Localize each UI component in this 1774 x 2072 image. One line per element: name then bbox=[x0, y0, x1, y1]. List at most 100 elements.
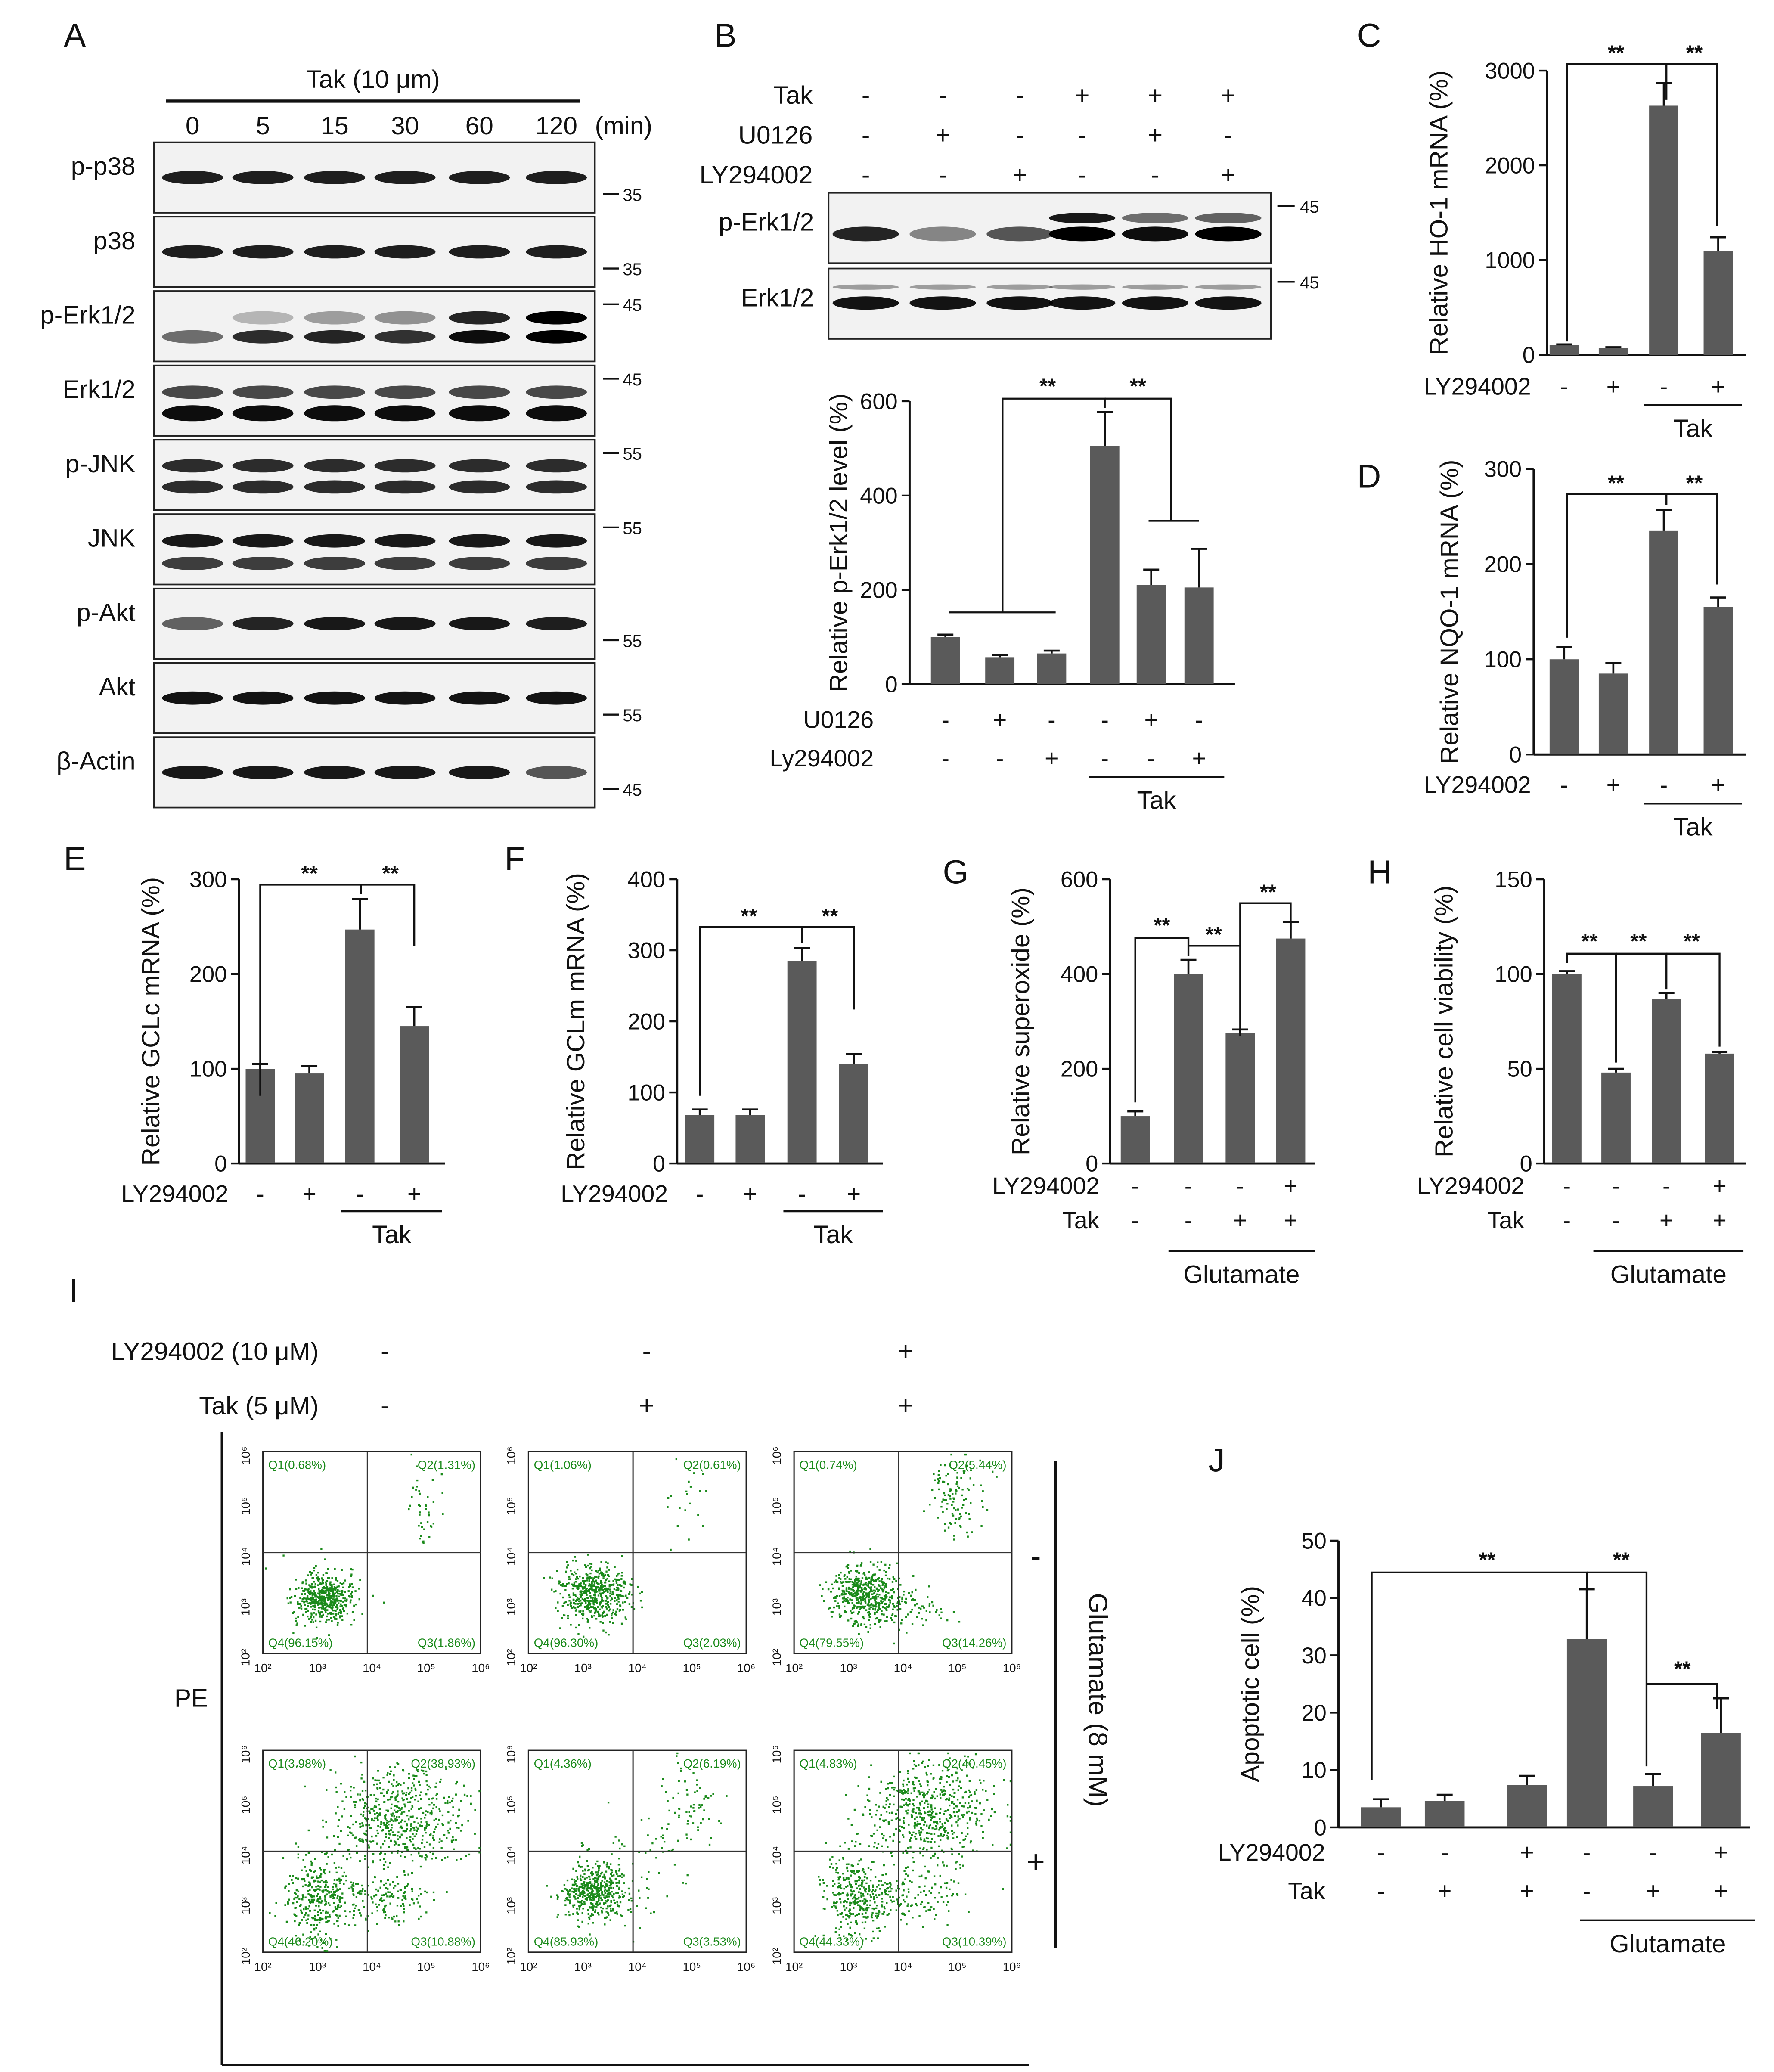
flow-dot bbox=[334, 1771, 337, 1774]
condition-sign: + bbox=[1284, 1172, 1297, 1199]
flow-dot bbox=[319, 1867, 321, 1869]
flow-dot bbox=[447, 1830, 449, 1832]
flow-dot bbox=[404, 1846, 406, 1848]
flow-dot bbox=[850, 1895, 852, 1897]
flow-dot bbox=[948, 1797, 951, 1799]
flow-dot bbox=[846, 1877, 848, 1879]
flow-dot bbox=[385, 1836, 387, 1838]
flow-dot bbox=[947, 1473, 949, 1475]
flow-dot bbox=[411, 1796, 414, 1798]
flow-dot bbox=[899, 1841, 901, 1843]
flow-dot bbox=[405, 1830, 407, 1832]
blot-band bbox=[986, 296, 1053, 310]
flow-dot bbox=[916, 1796, 918, 1798]
flow-dot bbox=[924, 1906, 926, 1908]
flow-dot bbox=[886, 1887, 888, 1890]
flow-dot bbox=[896, 1898, 898, 1901]
flow-dot bbox=[302, 1896, 304, 1898]
flow-dot bbox=[840, 1582, 843, 1584]
flow-dot bbox=[604, 1897, 606, 1899]
flow-x-tick-label: 10⁵ bbox=[682, 1661, 701, 1675]
flow-dot bbox=[603, 1889, 606, 1892]
flow-dot bbox=[354, 1806, 357, 1808]
flow-dot bbox=[609, 1595, 611, 1597]
flow-dot bbox=[292, 1612, 294, 1614]
flow-dot bbox=[907, 1866, 909, 1868]
flow-dot bbox=[930, 1857, 932, 1859]
flow-dot bbox=[589, 1606, 592, 1608]
flow-dot bbox=[708, 1818, 710, 1820]
flow-dot bbox=[849, 1883, 851, 1886]
flow-dot bbox=[675, 1458, 678, 1461]
flow-dot bbox=[336, 1608, 338, 1610]
flow-dot bbox=[317, 1911, 319, 1913]
flow-dot bbox=[882, 1589, 885, 1591]
flow-dot bbox=[319, 1875, 322, 1877]
flow-dot bbox=[940, 1789, 943, 1791]
flow-dot bbox=[853, 1903, 856, 1905]
flow-y-tick-label: 10⁴ bbox=[505, 1547, 518, 1566]
flow-dot bbox=[848, 1578, 850, 1580]
bar bbox=[1633, 1786, 1673, 1827]
flow-dot bbox=[324, 1610, 327, 1613]
flow-dot bbox=[588, 1602, 590, 1604]
flow-dot bbox=[976, 1799, 978, 1802]
flow-dot bbox=[931, 1797, 933, 1799]
flow-dot bbox=[588, 1607, 590, 1609]
flow-dot bbox=[566, 1897, 568, 1899]
flow-dot bbox=[919, 1852, 921, 1855]
flow-dot bbox=[930, 1814, 933, 1816]
flow-dot bbox=[956, 1799, 959, 1801]
flow-dot bbox=[323, 1871, 325, 1873]
flow-dot bbox=[299, 1603, 302, 1605]
blot-band bbox=[1195, 226, 1262, 242]
flow-dot bbox=[575, 1595, 577, 1597]
flow-dot bbox=[915, 1823, 917, 1825]
flow-dot bbox=[581, 1912, 583, 1914]
flow-dot bbox=[927, 1791, 929, 1793]
flow-dot bbox=[583, 1901, 585, 1903]
flow-dot bbox=[887, 1823, 890, 1825]
flow-dot bbox=[592, 1890, 594, 1892]
panel-letter-d: D bbox=[1357, 458, 1381, 495]
flow-dot bbox=[321, 1580, 324, 1582]
flow-dot bbox=[372, 1901, 374, 1904]
flow-dot bbox=[575, 1585, 577, 1588]
flow-dot bbox=[889, 1895, 891, 1898]
blot-panel bbox=[153, 439, 596, 511]
flow-dot bbox=[391, 1815, 393, 1817]
flow-dot bbox=[592, 1580, 594, 1583]
flow-dot bbox=[405, 1794, 407, 1796]
flow-dot bbox=[310, 1862, 313, 1864]
flow-dot bbox=[352, 1917, 354, 1919]
flow-dot bbox=[328, 1870, 331, 1873]
flow-dot bbox=[333, 1902, 335, 1904]
flow-dot bbox=[387, 1789, 389, 1791]
flow-dot bbox=[685, 1811, 688, 1813]
blot-band bbox=[449, 385, 510, 399]
flow-dot bbox=[599, 1894, 602, 1897]
flow-dot bbox=[362, 1815, 364, 1817]
flow-dot bbox=[606, 1889, 608, 1892]
flow-dot bbox=[882, 1591, 884, 1593]
flow-dot bbox=[372, 1860, 374, 1862]
flow-dot bbox=[408, 1508, 410, 1511]
flow-dot bbox=[841, 1597, 844, 1600]
flow-dot bbox=[923, 1796, 925, 1799]
flow-dot bbox=[610, 1869, 612, 1871]
flow-dot bbox=[961, 1507, 963, 1509]
blot-band bbox=[1122, 296, 1189, 310]
flow-dot bbox=[868, 1885, 870, 1887]
flow-dot bbox=[396, 1905, 399, 1907]
condition-sign: - bbox=[381, 1336, 390, 1366]
flow-dot bbox=[602, 1575, 605, 1577]
flow-dot bbox=[340, 1879, 342, 1881]
flow-dot bbox=[315, 1927, 317, 1929]
flow-dot bbox=[861, 1589, 863, 1591]
flow-x-tick-label: 10⁴ bbox=[628, 1960, 647, 1973]
flow-dot bbox=[947, 1901, 949, 1903]
flow-dot bbox=[922, 1848, 924, 1850]
flow-dot bbox=[979, 1459, 981, 1462]
blot-a-time-label: 30 bbox=[391, 112, 419, 140]
flow-dot bbox=[314, 1919, 316, 1921]
